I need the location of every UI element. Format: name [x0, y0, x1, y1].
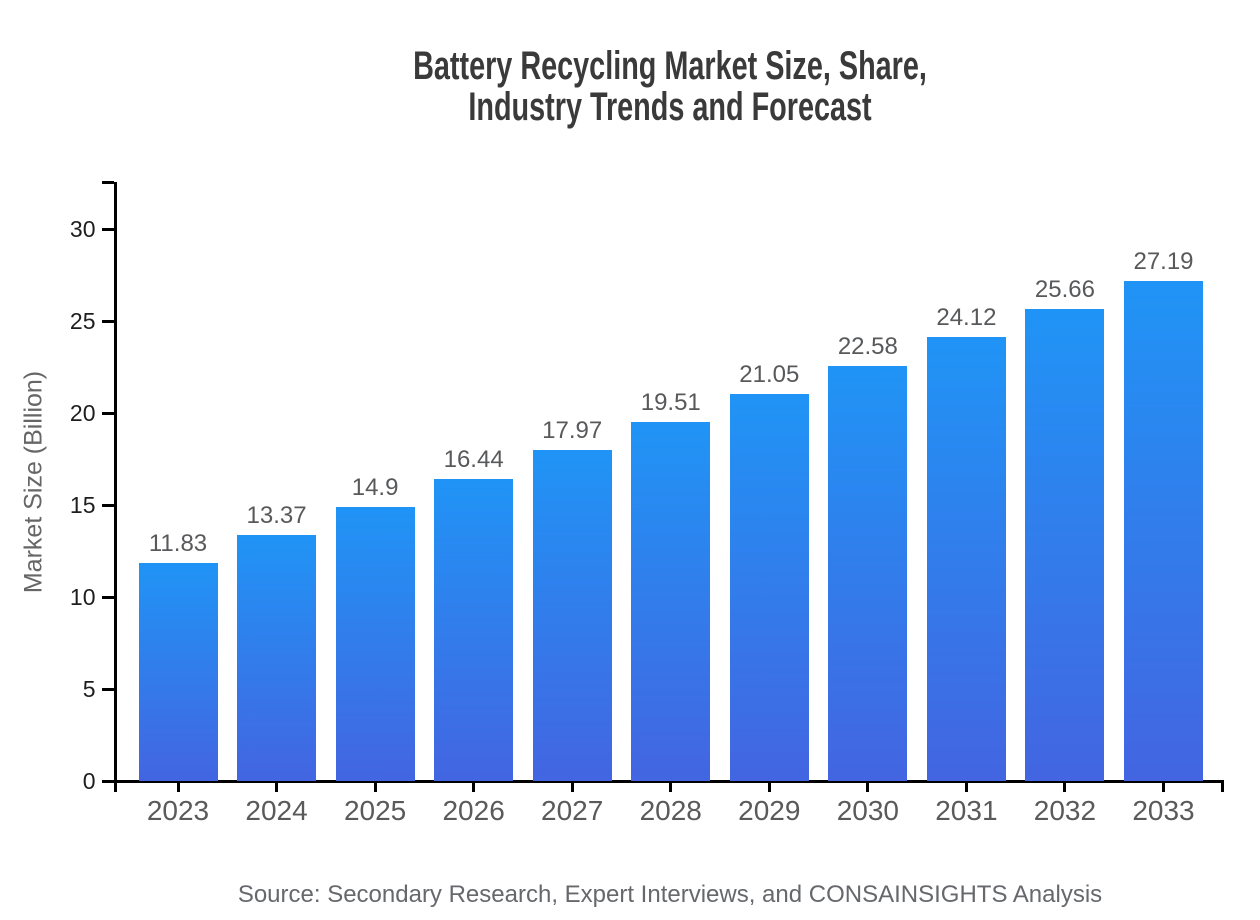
bar-2033 — [1124, 280, 1203, 781]
bar-2023 — [138, 563, 218, 781]
bar-2027 — [532, 450, 612, 781]
y-axis-endcap-tick — [101, 180, 114, 184]
bar-value-label-2031: 24.12 — [936, 304, 997, 332]
bar-2026 — [434, 478, 514, 781]
bar-2025 — [335, 506, 415, 781]
y-tick-label: 25 — [69, 308, 96, 334]
y-tick — [101, 227, 114, 231]
y-tick — [101, 687, 114, 691]
x-category-label-2029: 2029 — [738, 795, 801, 826]
x-category-label-2033: 2033 — [1132, 795, 1195, 826]
x-tick-2023 — [176, 782, 180, 792]
bar-2028 — [631, 422, 711, 781]
y-tick — [101, 595, 114, 599]
chart-title-line2: Industry Trends and Forecast — [468, 85, 872, 129]
bar-value-label-2023: 11.83 — [148, 530, 208, 558]
source-note: Source: Secondary Research, Expert Inter… — [237, 881, 1103, 908]
chart-title: Battery Recycling Market Size, Share, In… — [270, 46, 1069, 128]
bar-value-label-2032: 25.66 — [1034, 275, 1095, 303]
y-tick-label: 20 — [69, 400, 96, 426]
x-category-label-2023: 2023 — [146, 795, 210, 826]
bar-value-label-2026: 16.44 — [443, 445, 504, 473]
x-category-label-2030: 2030 — [836, 795, 899, 826]
x-category-label-2026: 2026 — [442, 795, 505, 826]
x-tick-2024 — [275, 782, 279, 792]
bar-value-label-2029: 21.05 — [739, 360, 800, 388]
x-category-label-2025: 2025 — [343, 795, 407, 826]
y-tick — [101, 503, 114, 507]
x-tick-2033 — [1162, 782, 1165, 792]
bar-value-label-2030: 22.58 — [837, 332, 898, 360]
x-category-label-2031: 2031 — [935, 795, 998, 826]
bar-value-label-2025: 14.9 — [351, 473, 399, 501]
x-tick-2026 — [472, 782, 476, 792]
y-tick — [101, 779, 114, 783]
y-axis-spine — [113, 182, 117, 783]
bar-value-label-2027: 17.97 — [542, 417, 603, 445]
bar-value-label-2024: 13.37 — [246, 501, 307, 529]
y-tick-label: 5 — [82, 676, 96, 702]
x-axis-endcap-tick — [1220, 782, 1224, 792]
y-tick — [101, 319, 114, 323]
x-tick-2025 — [373, 782, 377, 792]
x-category-label-2032: 2032 — [1033, 795, 1097, 826]
x-axis-endcap-tick — [113, 782, 117, 792]
x-category-label-2028: 2028 — [639, 795, 702, 826]
y-tick-label: 30 — [69, 216, 96, 242]
x-tick-2027 — [570, 782, 574, 792]
bar-value-label-2028: 19.51 — [640, 389, 701, 417]
bar-2029 — [729, 393, 809, 781]
bar-2032 — [1025, 308, 1105, 781]
x-category-label-2024: 2024 — [245, 795, 308, 826]
x-tick-2029 — [767, 782, 771, 792]
x-axis-spine — [113, 779, 1224, 783]
y-tick-label: 0 — [82, 768, 96, 794]
bar-2024 — [237, 534, 317, 781]
y-tick-label: 10 — [69, 584, 96, 610]
bar-value-label-2033: 27.19 — [1133, 247, 1194, 275]
bar-2030 — [828, 365, 908, 781]
x-tick-2032 — [1063, 782, 1067, 792]
y-tick — [101, 411, 114, 415]
y-tick-label: 15 — [69, 492, 96, 518]
x-category-label-2027: 2027 — [541, 795, 604, 826]
x-tick-2031 — [964, 782, 968, 792]
chart-title-line1: Battery Recycling Market Size, Share, — [413, 44, 927, 88]
x-tick-2028 — [669, 782, 673, 792]
x-tick-2030 — [866, 782, 870, 792]
bar-2031 — [926, 337, 1006, 781]
